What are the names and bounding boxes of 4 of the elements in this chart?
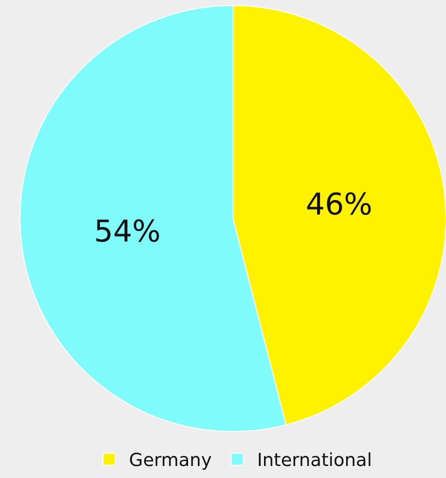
legend-label: Germany — [129, 450, 212, 472]
legend-label: International — [257, 450, 372, 472]
data-label: 46% — [306, 188, 372, 223]
data-label: 54% — [94, 214, 161, 250]
